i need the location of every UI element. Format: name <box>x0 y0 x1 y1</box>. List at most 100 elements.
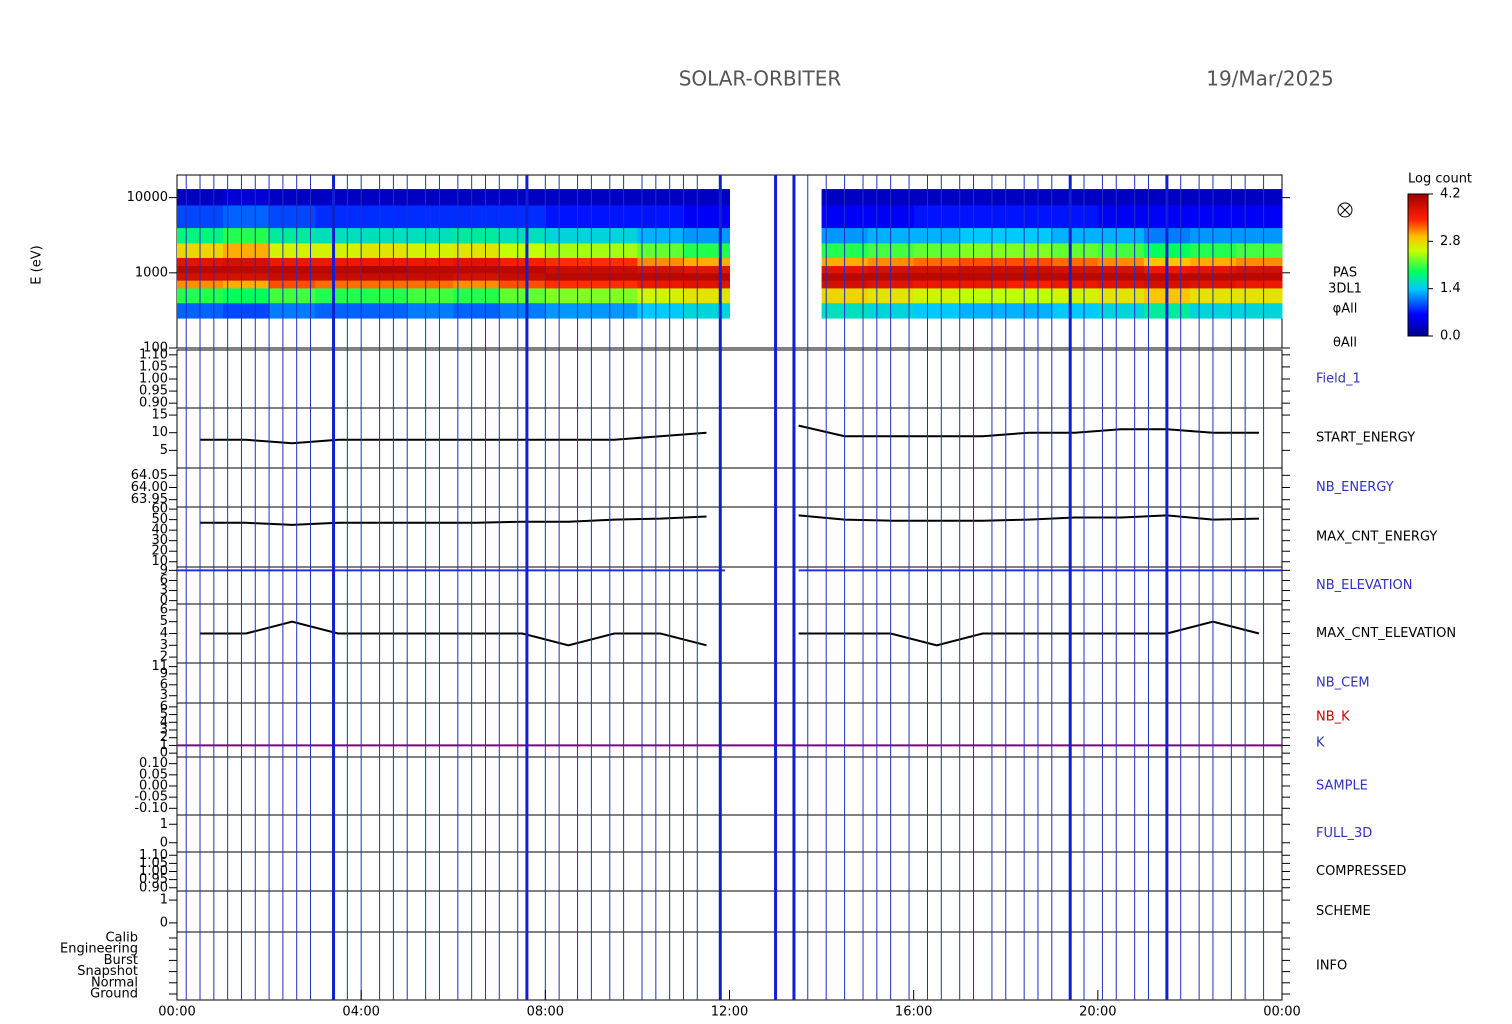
y-axis-label: E (eV) <box>30 245 45 284</box>
panel-label: 3DL1 <box>1328 282 1362 297</box>
spectrogram-cell <box>1051 265 1099 274</box>
spectrogram-cell <box>453 280 500 289</box>
spectrogram-cell <box>1097 204 1145 229</box>
spectrogram-cell <box>637 227 684 244</box>
spectrogram-cell <box>1005 302 1053 319</box>
spectrogram-cell <box>683 302 730 319</box>
y-tick-label: -0.05 <box>134 790 168 805</box>
spectrogram-cell <box>591 204 638 229</box>
spectrogram-cell <box>913 227 961 244</box>
y-tick-label: 0.95 <box>139 872 168 887</box>
spectrogram-cell <box>499 272 546 281</box>
spectrogram-cell <box>269 227 316 244</box>
spectrogram-cell <box>269 280 316 289</box>
spectrogram-cell <box>269 257 316 267</box>
spectrogram-cell <box>591 227 638 244</box>
y-tick-label: 3 <box>160 583 168 598</box>
y-tick-label: 0.90 <box>139 396 168 411</box>
y-tick-label: 1.05 <box>139 856 168 871</box>
spectrogram-cell <box>269 272 316 281</box>
y-tick-label: 1 <box>160 738 168 753</box>
spectrogram-cell <box>407 257 454 267</box>
spectrogram-cell <box>1005 242 1053 258</box>
spectrogram-cell <box>591 257 638 267</box>
spectrogram-cell <box>1235 227 1283 244</box>
spectrogram-cell <box>1005 272 1053 281</box>
spectrogram-cell <box>637 302 684 319</box>
spectrogram-cell <box>637 242 684 258</box>
y-tick-label: 63.95 <box>131 492 168 507</box>
spectrogram-cell <box>1005 257 1053 267</box>
y-tick-label: 0.05 <box>139 767 168 782</box>
y-tick-label: 0 <box>160 835 168 850</box>
spectrogram-cell <box>223 257 270 267</box>
spectrogram-cell <box>1051 189 1099 206</box>
x-tick-label: 04:00 <box>342 1005 379 1020</box>
spectrogram-cell <box>1005 204 1053 229</box>
spectrogram-cell <box>637 287 684 304</box>
y-tick-label: 0.90 <box>139 880 168 895</box>
panel-label: NB_CEM <box>1316 676 1370 691</box>
y-tick-label: 10000 <box>127 190 168 205</box>
spectrogram-cell <box>453 287 500 304</box>
spectrogram-cell <box>1005 265 1053 274</box>
spectrogram-cell <box>1051 257 1099 267</box>
spectrogram-cell <box>361 287 408 304</box>
spectrogram-cell <box>959 280 1007 289</box>
y-tick-label: 2 <box>160 650 168 665</box>
colorbar-tick-label: 2.8 <box>1440 234 1461 249</box>
spectrogram-cell <box>637 280 684 289</box>
spectrogram-cell <box>315 227 362 244</box>
panel-label: SAMPLE <box>1316 779 1368 794</box>
y-tick-label: 0.00 <box>139 779 168 794</box>
date: 19/Mar/2025 <box>1206 67 1334 91</box>
spectrogram-cell <box>499 204 546 229</box>
spectrogram-cell <box>223 227 270 244</box>
y-tick-label: 1 <box>160 893 168 908</box>
spectrogram-cell <box>361 302 408 319</box>
spectrogram-cell <box>959 287 1007 304</box>
spectrogram-cell <box>1097 280 1145 289</box>
y-tick-label: 64.05 <box>131 468 168 483</box>
spectrogram-cell <box>683 227 730 244</box>
spectrogram-cell <box>453 272 500 281</box>
panel-label: INFO <box>1316 959 1347 974</box>
spectrogram-cell <box>453 302 500 319</box>
spectrogram-cell <box>959 204 1007 229</box>
colorbar-title: Log count <box>1408 172 1472 187</box>
spectrogram-cell <box>453 189 500 206</box>
spectrogram-cell <box>223 265 270 274</box>
x-tick-label: 12:00 <box>711 1005 748 1020</box>
sun-symbol <box>1337 202 1353 218</box>
y-tick-label: 100 <box>143 341 168 356</box>
category-label: Burst <box>104 953 138 968</box>
spectrogram-cell <box>407 280 454 289</box>
x-tick-label: 00:00 <box>158 1005 195 1020</box>
spectrogram-cell <box>683 242 730 258</box>
y-tick-label: 20 <box>151 544 168 559</box>
spectrogram-cell <box>453 227 500 244</box>
x-tick-label: 20:00 <box>1079 1005 1116 1020</box>
spectrogram-cell <box>223 189 270 206</box>
spectrogram-cell <box>683 280 730 289</box>
spectrogram-cell <box>637 204 684 229</box>
spectrogram-cell <box>499 242 546 258</box>
spectrogram-cell <box>545 287 592 304</box>
panel-label: NB_ELEVATION <box>1316 578 1413 593</box>
colorbar-tick-label: 0.0 <box>1440 329 1461 344</box>
spectrogram-cell <box>1005 227 1053 244</box>
y-tick-label: 40 <box>151 523 168 538</box>
spectrogram-cell <box>545 302 592 319</box>
spectrogram-cell <box>1051 287 1099 304</box>
spectrogram-cell <box>913 204 961 229</box>
y-tick-label: 5 <box>160 443 168 458</box>
y-tick-label: 1.10 <box>139 848 168 863</box>
spectrogram-cell <box>959 302 1007 319</box>
spectrogram-cell <box>315 302 362 319</box>
panel-label: START_ENERGY <box>1316 431 1415 446</box>
spectrogram-cell <box>591 272 638 281</box>
spectrogram-cell <box>361 280 408 289</box>
spectrogram-cell <box>453 265 500 274</box>
spectrogram-cell <box>591 265 638 274</box>
y-tick-label: 1.10 <box>139 347 168 362</box>
